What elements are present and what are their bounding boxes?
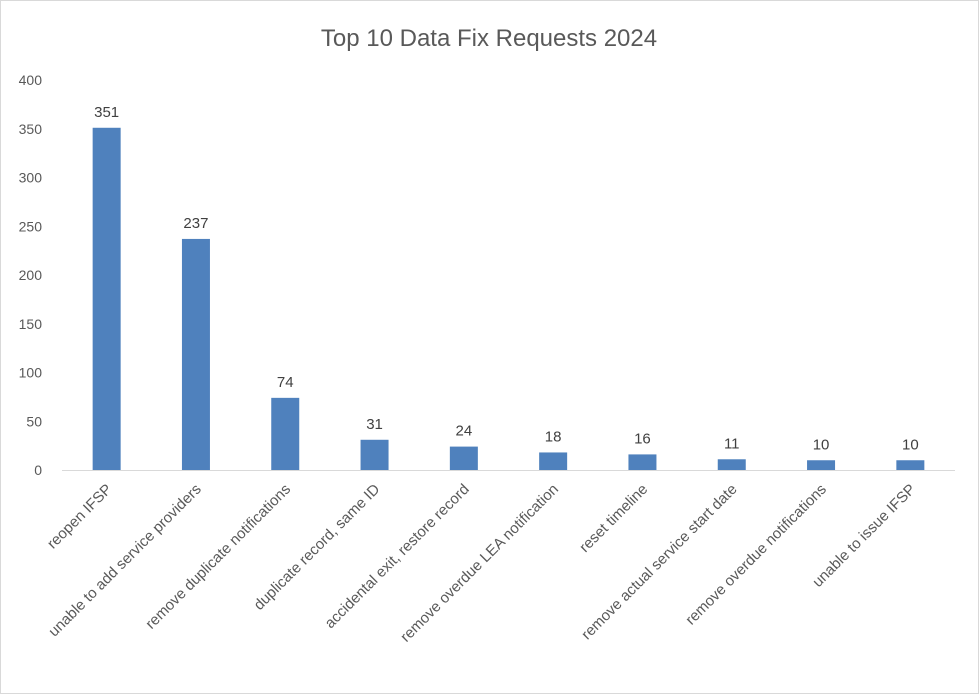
- bar: [717, 459, 746, 470]
- chart-title: Top 10 Data Fix Requests 2024: [321, 25, 657, 52]
- data-label: 351: [94, 104, 119, 121]
- data-label: 18: [545, 428, 562, 445]
- bar: [896, 460, 925, 470]
- bar: [92, 127, 121, 471]
- y-tick-label: 0: [34, 462, 42, 478]
- y-tick-label: 400: [19, 72, 43, 88]
- data-label: 31: [366, 416, 383, 433]
- bar: [271, 397, 300, 470]
- data-label: 16: [634, 430, 651, 447]
- bar: [181, 238, 210, 470]
- data-label: 74: [277, 374, 294, 391]
- bar: [449, 446, 478, 470]
- y-tick-label: 250: [19, 218, 43, 234]
- data-label: 10: [902, 436, 919, 453]
- data-label: 237: [183, 215, 208, 232]
- bar: [628, 454, 657, 470]
- y-tick-label: 50: [26, 413, 42, 429]
- bar: [807, 460, 836, 470]
- y-tick-label: 100: [19, 365, 43, 381]
- bar: [360, 439, 389, 470]
- y-tick-label: 150: [19, 316, 43, 332]
- data-label: 10: [813, 436, 830, 453]
- data-label: 11: [724, 435, 740, 452]
- data-label: 24: [456, 423, 473, 440]
- y-tick-label: 200: [19, 267, 43, 283]
- y-tick-label: 350: [19, 121, 43, 137]
- y-tick-label: 300: [19, 170, 43, 186]
- bar: [539, 452, 568, 470]
